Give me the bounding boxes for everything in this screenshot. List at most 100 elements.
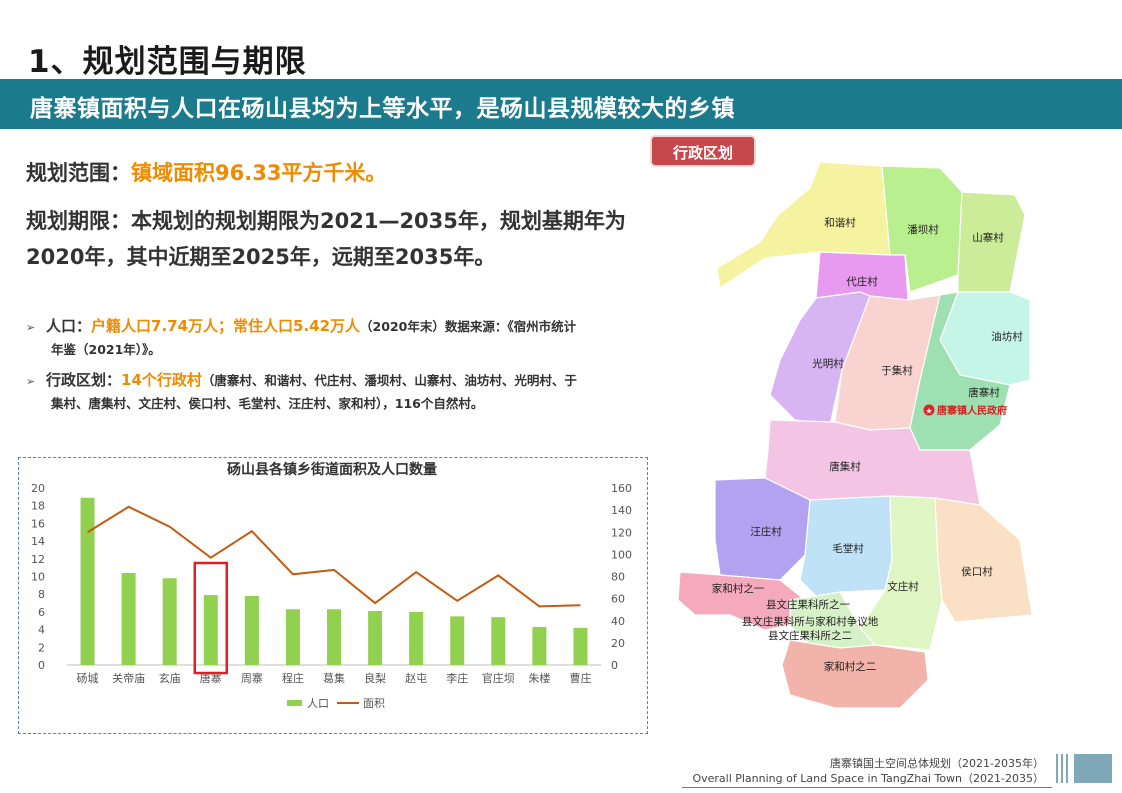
label-gov: 唐寨镇人民政府	[937, 404, 1007, 417]
x-tick-label: 砀城	[77, 672, 99, 685]
map-tag: 行政区划	[650, 135, 756, 167]
bar-population	[203, 595, 218, 665]
label-houkou: 侯口村	[961, 565, 993, 578]
bullet-admin: ➢ 行政区划：14个行政村（唐寨村、和谐村、代庄村、潘坝村、山寨村、油坊村、光明村…	[26, 371, 577, 411]
label-jiahe2: 家和村之二	[824, 660, 877, 673]
x-tick-label: 良梨	[364, 671, 386, 685]
y-right-tick: 140	[611, 504, 632, 517]
bar-population	[327, 609, 341, 665]
bar-population	[244, 595, 259, 665]
x-tick-label: 官庄坝	[482, 671, 515, 685]
svg-text:★: ★	[925, 407, 932, 416]
headline-text: 唐寨镇面积与人口在砀山县均为上等水平，是砀山县规模较大的乡镇	[30, 96, 735, 122]
x-tick-label: 李庄	[446, 671, 468, 685]
x-tick-label: 唐寨	[200, 671, 222, 685]
y-right-tick: 60	[611, 593, 625, 606]
y-right-tick: 100	[611, 548, 632, 561]
label-panba: 潘坝村	[907, 223, 939, 236]
population-area-chart: 砀山县各镇乡街道面积及人口数量 0 2 4 6 8 10 12 14 16 18 20 0 20 40 60…	[18, 457, 648, 734]
x-tick-label: 玄庙	[159, 671, 181, 685]
y-left-tick: 0	[38, 659, 45, 672]
y-left-tick: 18	[31, 500, 45, 513]
label-daizhuang: 代庄村	[846, 275, 878, 288]
bar-population	[121, 572, 136, 665]
label-maotang: 毛堂村	[832, 542, 864, 555]
bar-population	[368, 611, 383, 665]
region-houkou	[934, 497, 1033, 623]
y-left-tick: 2	[38, 641, 45, 654]
label-yuji: 于集村	[881, 364, 913, 377]
legend-label-area: 面积	[363, 697, 385, 710]
label-tangzhai: 唐寨村	[968, 386, 1000, 399]
y-left-tick: 8	[38, 588, 45, 601]
admin-map: 和谐村 潘坝村 山寨村 代庄村 油坊村 光明村 于集村 唐寨村 ★ 唐寨镇人民政…	[677, 161, 1033, 709]
footer-title-en: Overall Planning of Land Space in TangZh…	[692, 772, 1044, 785]
label-youfang: 油坊村	[991, 330, 1023, 343]
map-labels: 和谐村 潘坝村 山寨村 代庄村 油坊村 光明村 于集村 唐寨村 ★ 唐寨镇人民政…	[712, 216, 1023, 673]
government-icon	[923, 404, 935, 416]
label-orchard1: 县文庄果科所之一	[766, 598, 850, 611]
bar-population	[409, 611, 424, 665]
y-left-tick: 10	[31, 571, 45, 584]
label-wenzhuang: 文庄村	[887, 580, 919, 593]
footer: 唐寨镇国土空间总体规划（2021-2035年） Overall Planning…	[692, 756, 1044, 786]
footer-block	[1074, 754, 1112, 783]
region-wangzhuang	[714, 477, 811, 581]
chart-title: 砀山县各镇乡街道面积及人口数量	[227, 461, 437, 478]
headline-banner: 唐寨镇面积与人口在砀山县均为上等水平，是砀山县规模较大的乡镇	[0, 79, 1122, 129]
y-left-tick: 16	[31, 517, 45, 530]
y-right-tick: 40	[611, 615, 625, 628]
y-left-tick: 20	[31, 482, 45, 495]
bar-population	[285, 609, 300, 665]
arrow-icon: ➢	[26, 321, 36, 334]
page-title: 1、规划范围与期限	[28, 44, 307, 80]
highlight-box	[193, 561, 229, 675]
label-tangji: 唐集村	[829, 460, 861, 473]
y-right-tick: 20	[611, 637, 625, 650]
footer-decoration	[1056, 754, 1071, 783]
bar-population	[573, 627, 588, 665]
region-tangzhai	[909, 291, 1011, 451]
planning-period: 规划期限：本规划的规划期限为2021—2035年，规划基期年为2020年，其中近…	[26, 209, 626, 269]
bar-population	[491, 617, 506, 665]
x-tick-label: 程庄	[282, 671, 304, 685]
y-left-tick: 14	[31, 535, 45, 548]
x-tick-label: 葛集	[323, 671, 345, 685]
label-guangming: 光明村	[812, 357, 844, 370]
region-jiahe1	[677, 571, 806, 631]
x-tick-label: 周寨	[241, 671, 263, 685]
label-jiahe1: 家和村之一	[712, 582, 765, 595]
region-tangji	[764, 419, 981, 506]
bar-population	[532, 626, 547, 665]
planning-scope: 规划范围：镇域面积96.33平方千米。	[26, 157, 386, 187]
x-tick-label: 关帝庙	[112, 671, 145, 685]
bullet-population: ➢ 人口：户籍人口7.74万人；常住人口5.42万人（2020年末）数据来源：《宿…	[26, 317, 577, 357]
y-left-tick: 4	[38, 624, 45, 637]
arrow-icon: ➢	[26, 375, 36, 388]
scope-value: 镇域面积96.33平方千米。	[131, 161, 387, 185]
legend-swatch-population	[287, 700, 302, 706]
x-tick-label: 朱楼	[528, 671, 550, 685]
label-hexie: 和谐村	[824, 216, 856, 229]
y-right-tick: 80	[611, 571, 625, 584]
y-left-tick: 6	[38, 606, 45, 619]
y-right-tick: 120	[611, 526, 632, 539]
bar-population	[162, 578, 177, 665]
label-wangzhuang: 汪庄村	[750, 525, 782, 538]
label-dispute: 县文庄果科所与家和村争议地	[742, 615, 879, 628]
label-orchard2: 县文庄果科所之二	[768, 629, 852, 642]
footer-divider	[682, 787, 1052, 788]
bar-population	[450, 616, 465, 665]
y-right-tick: 160	[611, 482, 632, 495]
x-tick-label: 曹庄	[569, 671, 591, 685]
x-tick-label: 赵屯	[405, 671, 427, 685]
y-right-tick: 0	[611, 659, 618, 672]
y-left-tick: 12	[31, 553, 45, 566]
scope-label: 规划范围：	[26, 161, 131, 185]
line-area	[87, 505, 581, 608]
label-shanzhai: 山寨村	[972, 231, 1004, 244]
bar-population	[80, 497, 95, 665]
chart-svg: 砀山县各镇乡街道面积及人口数量 0 2 4 6 8 10 12 14 16 18 20 0 20 40 60…	[31, 461, 632, 710]
legend-label-population: 人口	[307, 697, 329, 710]
region-jiahe2	[781, 639, 929, 709]
